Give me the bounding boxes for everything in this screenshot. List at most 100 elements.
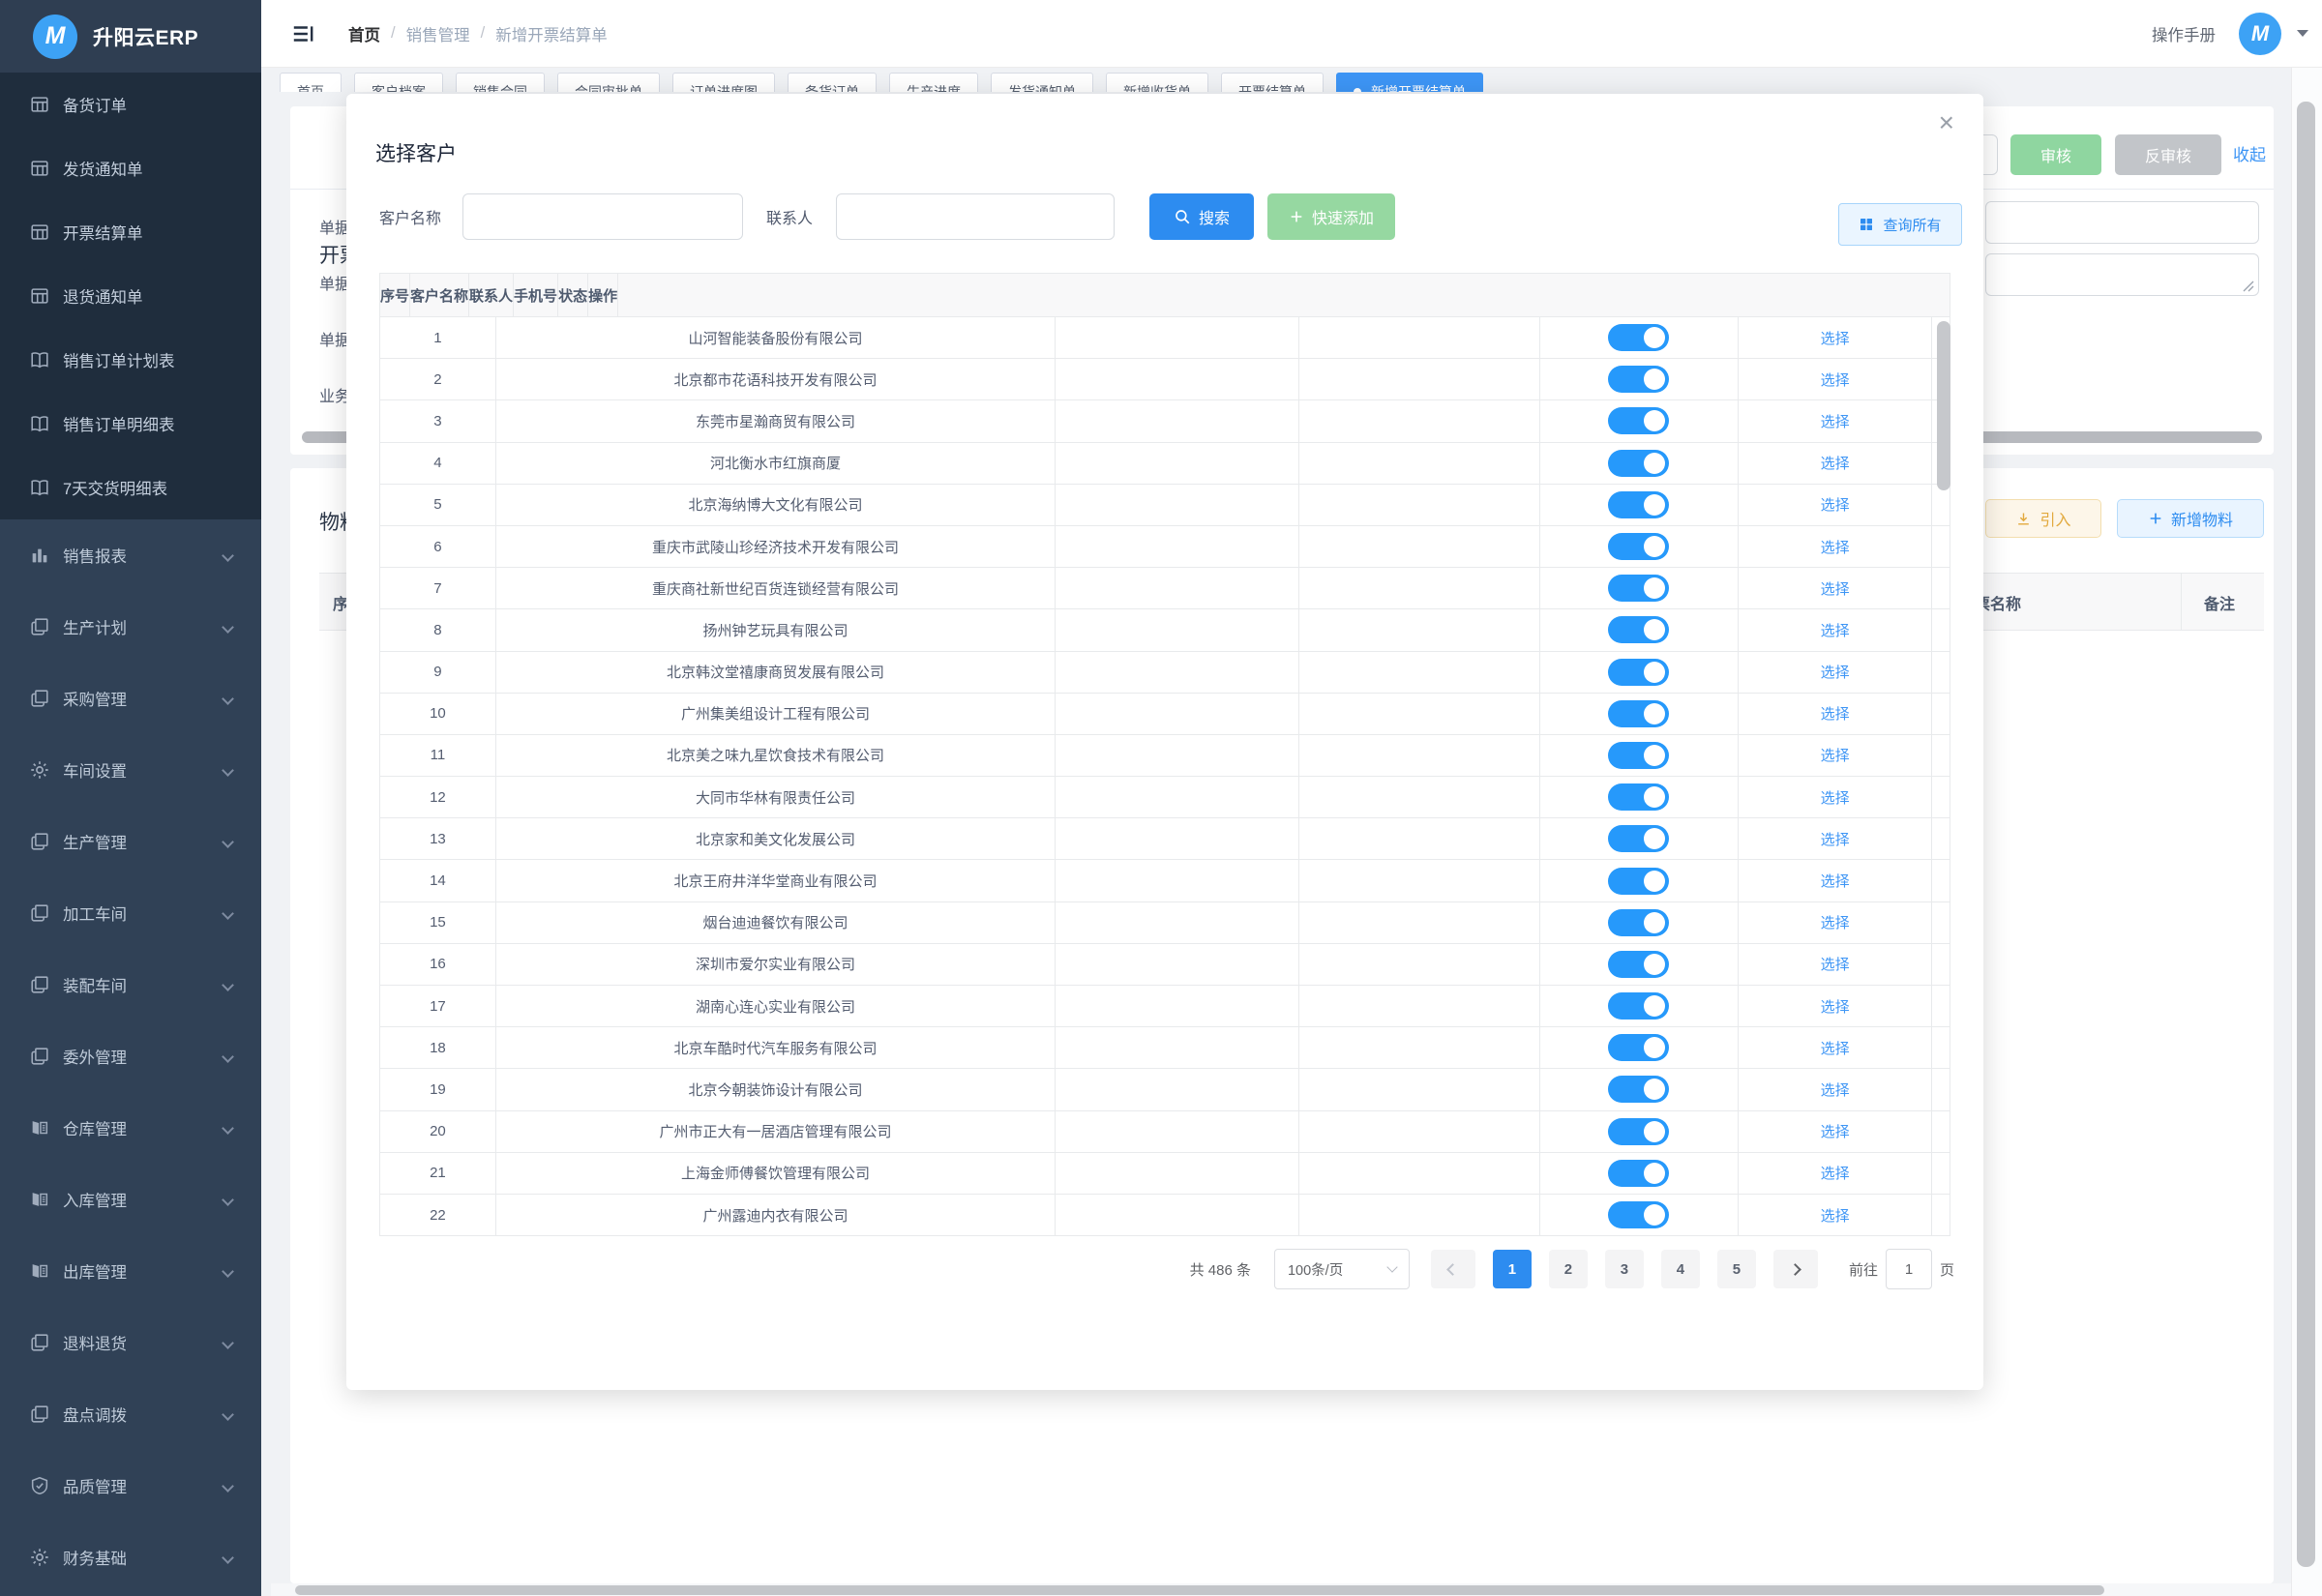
sidebar-group[interactable]: 出库管理: [0, 1235, 261, 1307]
query-all-button[interactable]: 查询所有: [1838, 203, 1962, 246]
sidebar-group[interactable]: 装配车间: [0, 949, 261, 1020]
select-row-link[interactable]: 选择: [1820, 330, 1850, 347]
customer-name-input[interactable]: [462, 193, 743, 240]
select-row-link[interactable]: 选择: [1820, 748, 1850, 765]
sidebar-group[interactable]: 加工车间: [0, 877, 261, 949]
breadcrumb-item[interactable]: / 销售管理: [380, 22, 470, 45]
sidebar-item[interactable]: 开票结算单: [0, 200, 261, 264]
caret-down-icon[interactable]: [2297, 30, 2308, 37]
select-row-link[interactable]: 选择: [1820, 539, 1850, 556]
sidebar-item[interactable]: 销售订单明细表: [0, 392, 261, 456]
status-toggle[interactable]: [1608, 1201, 1670, 1229]
select-row-link[interactable]: 选择: [1820, 706, 1850, 724]
contact-input[interactable]: [836, 193, 1115, 240]
status-toggle[interactable]: [1608, 783, 1670, 812]
import-button[interactable]: 引入: [1985, 499, 2101, 538]
sidebar-group[interactable]: 委外管理: [0, 1020, 261, 1092]
select-row-link[interactable]: 选择: [1820, 1207, 1850, 1225]
status-toggle[interactable]: [1608, 575, 1670, 603]
page-vertical-scrollbar-thumb[interactable]: [2297, 102, 2315, 1567]
form-input[interactable]: [1985, 201, 2259, 244]
page-vertical-scrollbar[interactable]: [2291, 68, 2322, 1596]
sidebar-item[interactable]: 销售订单计划表: [0, 328, 261, 392]
status-toggle[interactable]: [1608, 490, 1670, 518]
page-number-button[interactable]: 2: [1548, 1250, 1588, 1288]
table-vertical-scrollbar-thumb[interactable]: [1937, 321, 1950, 490]
page-number-button[interactable]: 4: [1660, 1250, 1700, 1288]
avatar[interactable]: M: [2239, 12, 2281, 55]
add-material-button[interactable]: 新增物料: [2117, 499, 2264, 538]
sidebar-item[interactable]: 备货订单: [0, 73, 261, 136]
next-page-button[interactable]: [1772, 1250, 1818, 1288]
status-toggle[interactable]: [1608, 616, 1670, 644]
status-toggle[interactable]: [1608, 1117, 1670, 1145]
sidebar-group[interactable]: 采购管理: [0, 663, 261, 734]
page-size-select[interactable]: 100条/页: [1273, 1249, 1410, 1289]
page-horizontal-scrollbar-thumb[interactable]: [295, 1585, 2104, 1595]
resize-handle-icon[interactable]: [2243, 281, 2254, 292]
form-textarea[interactable]: [1985, 253, 2259, 296]
sidebar-group[interactable]: 盘点调拨: [0, 1378, 261, 1450]
select-row-link[interactable]: 选择: [1820, 413, 1850, 430]
select-row-link[interactable]: 选择: [1820, 789, 1850, 807]
breadcrumb-item[interactable]: 首页: [348, 22, 380, 45]
status-toggle[interactable]: [1608, 533, 1670, 561]
sidebar-group[interactable]: 入库管理: [0, 1164, 261, 1235]
select-row-link[interactable]: 选择: [1820, 1081, 1850, 1099]
select-row-link[interactable]: 选择: [1820, 580, 1850, 598]
page-number-button[interactable]: 5: [1716, 1250, 1756, 1288]
status-toggle[interactable]: [1608, 825, 1670, 853]
status-toggle[interactable]: [1608, 658, 1670, 686]
sidebar-group[interactable]: 生产管理: [0, 806, 261, 877]
sidebar-item[interactable]: 退货通知单: [0, 264, 261, 328]
status-toggle[interactable]: [1608, 449, 1670, 477]
sidebar-group[interactable]: 生产计划: [0, 591, 261, 663]
status-toggle[interactable]: [1608, 867, 1670, 895]
status-toggle[interactable]: [1608, 1159, 1670, 1187]
select-row-link[interactable]: 选择: [1820, 1040, 1850, 1057]
sidebar-group[interactable]: 仓库管理: [0, 1092, 261, 1164]
collapse-menu-icon[interactable]: [290, 21, 315, 46]
status-toggle[interactable]: [1608, 1076, 1670, 1104]
sidebar-group[interactable]: 财务基础: [0, 1522, 261, 1593]
status-toggle[interactable]: [1608, 407, 1670, 435]
search-button[interactable]: 搜索: [1149, 193, 1254, 240]
status-toggle[interactable]: [1608, 1034, 1670, 1062]
page-number-button[interactable]: 1: [1492, 1250, 1532, 1288]
goto-page-input[interactable]: [1885, 1249, 1932, 1289]
breadcrumb-item[interactable]: / 新增开票结算单: [470, 22, 608, 45]
collapse-link[interactable]: 收起: [2233, 146, 2266, 164]
sidebar-group[interactable]: 品质管理: [0, 1450, 261, 1522]
status-toggle[interactable]: [1608, 699, 1670, 727]
select-row-link[interactable]: 选择: [1820, 998, 1850, 1016]
sidebar-item[interactable]: 发货通知单: [0, 136, 261, 200]
select-row-link[interactable]: 选择: [1820, 371, 1850, 389]
select-row-link[interactable]: 选择: [1820, 622, 1850, 639]
sidebar-item[interactable]: 7天交货明细表: [0, 456, 261, 519]
prev-page-button[interactable]: [1430, 1250, 1475, 1288]
select-row-link[interactable]: 选择: [1820, 1124, 1850, 1141]
status-toggle[interactable]: [1608, 741, 1670, 769]
select-row-link[interactable]: 选择: [1820, 456, 1850, 473]
select-row-link[interactable]: 选择: [1820, 957, 1850, 974]
sidebar-group[interactable]: 销售报表: [0, 519, 261, 591]
status-toggle[interactable]: [1608, 992, 1670, 1020]
select-row-link[interactable]: 选择: [1820, 831, 1850, 848]
status-toggle[interactable]: [1608, 324, 1670, 352]
select-row-link[interactable]: 选择: [1820, 915, 1850, 932]
status-toggle[interactable]: [1608, 950, 1670, 978]
select-row-link[interactable]: 选择: [1820, 497, 1850, 515]
select-row-link[interactable]: 选择: [1820, 665, 1850, 682]
quick-add-button[interactable]: 快速添加: [1267, 193, 1395, 240]
manual-link[interactable]: 操作手册: [2152, 26, 2216, 44]
select-row-link[interactable]: 选择: [1820, 873, 1850, 891]
sidebar-group[interactable]: 车间设置: [0, 734, 261, 806]
audit-button[interactable]: 审核: [2010, 134, 2101, 175]
status-toggle[interactable]: [1608, 366, 1670, 394]
page-number-button[interactable]: 3: [1604, 1250, 1644, 1288]
sidebar-group[interactable]: 退料退货: [0, 1307, 261, 1378]
select-row-link[interactable]: 选择: [1820, 1166, 1850, 1183]
unaudit-button[interactable]: 反审核: [2115, 134, 2221, 175]
status-toggle[interactable]: [1608, 908, 1670, 936]
page-horizontal-scrollbar[interactable]: [271, 1583, 2291, 1596]
